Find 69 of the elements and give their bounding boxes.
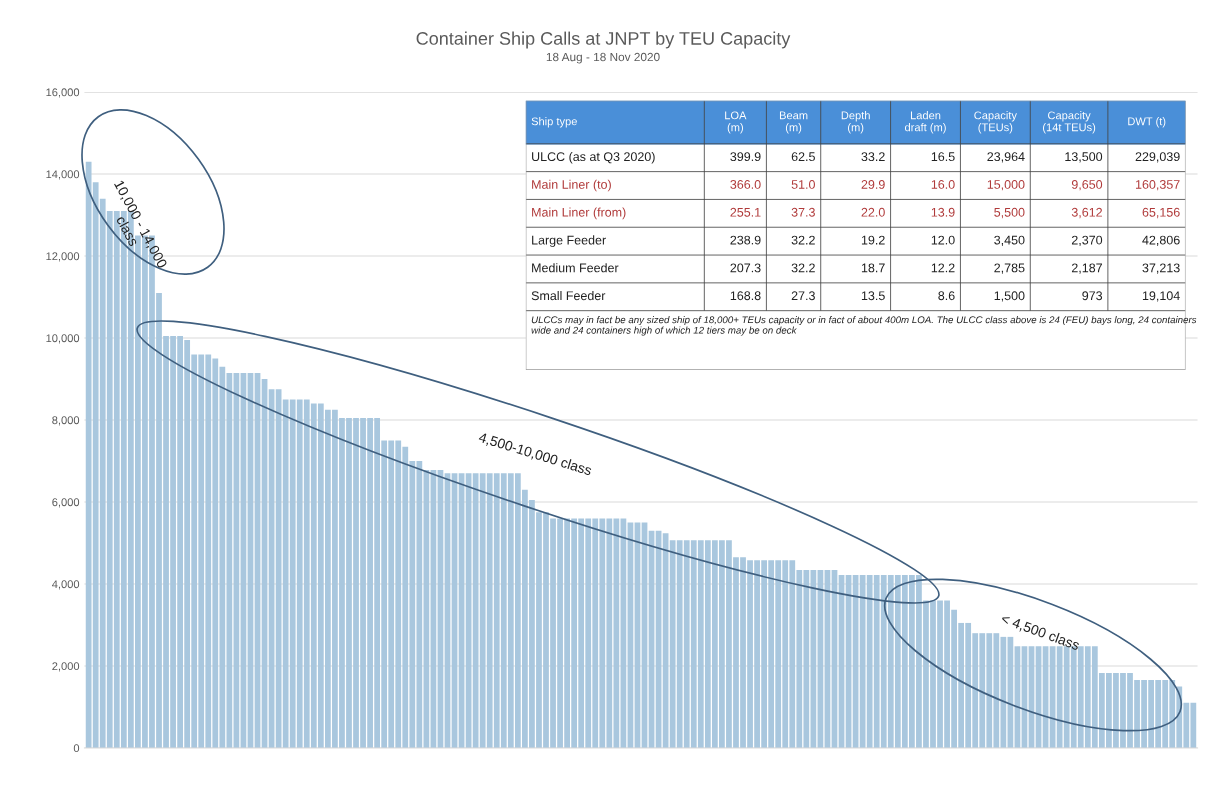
text: 5,500 bbox=[994, 207, 1025, 219]
category-label: DWT (t) bbox=[1128, 117, 1166, 128]
text: Medium Feeder bbox=[532, 263, 619, 273]
text: 33.2 bbox=[861, 152, 885, 162]
text: 22.0 bbox=[861, 207, 885, 217]
chart-subtitle: 18 Aug - 18 Nov 2020 bbox=[546, 52, 660, 64]
text: 255.1 bbox=[730, 207, 761, 217]
text: 168.8 bbox=[730, 291, 761, 301]
text: ULCC (as at Q3 2020) bbox=[532, 151, 655, 164]
text: 23,964 bbox=[987, 152, 1025, 163]
text: 3,612 bbox=[1071, 207, 1102, 219]
text: 19.2 bbox=[861, 235, 885, 245]
category-label: Depth (m) bbox=[841, 111, 870, 134]
text: 37,213 bbox=[1142, 263, 1180, 274]
y-tick-label: 14,000 bbox=[46, 170, 80, 180]
text: 13,500 bbox=[1065, 152, 1103, 163]
text: Large Feeder bbox=[532, 235, 606, 247]
y-tick-label: 12,000 bbox=[46, 252, 80, 262]
y-tick-label: 6,000 bbox=[52, 498, 80, 508]
text: 12.0 bbox=[931, 235, 955, 245]
category-label: Laden draft (m) bbox=[904, 111, 946, 134]
text: 42,806 bbox=[1142, 235, 1180, 246]
y-tick-label: 4,000 bbox=[52, 580, 80, 590]
text: Small Feeder bbox=[531, 290, 606, 301]
text: 18.7 bbox=[861, 263, 885, 273]
text: 399.9 bbox=[730, 152, 761, 162]
text: 13.5 bbox=[861, 291, 885, 301]
category-label: LOA (m) bbox=[725, 111, 747, 134]
text: 2,187 bbox=[1071, 263, 1102, 274]
text: 65,156 bbox=[1142, 207, 1180, 219]
annotation: ULCCs may in fact be any sized ship of 18,000+ TEUs capacity or in fact of about 400m LOA. The ULCC class above is 24 (FEU) bays long, 24 containers wide and 24 containers high of which 12 tiers may be on deck bbox=[531, 316, 1197, 336]
text: Main Liner (to) bbox=[532, 179, 611, 192]
text: 2,785 bbox=[994, 263, 1025, 274]
text: 1,500 bbox=[994, 291, 1025, 302]
text: Main Liner (from) bbox=[532, 207, 626, 220]
y-tick-label: 8,000 bbox=[52, 416, 80, 426]
text: 16.5 bbox=[931, 152, 955, 162]
text: 8.6 bbox=[938, 291, 955, 301]
y-tick-label: 10,000 bbox=[46, 334, 80, 344]
category-label: Capacity (14t TEUs) bbox=[1043, 111, 1096, 134]
text: 9,650 bbox=[1071, 180, 1103, 191]
text: 13.9 bbox=[931, 207, 955, 217]
chart-title: Container Ship Calls at JNPT by TEU Capacity bbox=[416, 31, 791, 49]
text: 37.3 bbox=[791, 207, 815, 217]
text: 32.2 bbox=[791, 235, 815, 245]
text: 207.3 bbox=[730, 263, 761, 273]
text: 160,357 bbox=[1135, 180, 1180, 191]
text: 15,000 bbox=[987, 180, 1025, 191]
text: 973 bbox=[1082, 291, 1103, 301]
category-label: Beam (m) bbox=[779, 111, 808, 134]
text: 29.9 bbox=[861, 180, 885, 189]
annotation: < 4,500 class bbox=[1000, 613, 1081, 652]
y-tick-label: 16,000 bbox=[46, 88, 80, 98]
text: 32.2 bbox=[791, 263, 815, 273]
text: 12.2 bbox=[931, 263, 955, 273]
text: 366.0 bbox=[730, 180, 761, 189]
y-tick-label: 0 bbox=[73, 744, 80, 753]
text: 229,039 bbox=[1135, 152, 1180, 163]
text: 62.5 bbox=[791, 152, 815, 162]
text: 16.0 bbox=[931, 180, 955, 189]
text: 51.0 bbox=[791, 180, 815, 189]
y-tick-label: 2,000 bbox=[52, 662, 80, 672]
text: 27.3 bbox=[791, 291, 815, 301]
text: 238.9 bbox=[730, 235, 761, 245]
text: 19,104 bbox=[1142, 291, 1180, 302]
text: 3,450 bbox=[994, 235, 1025, 246]
category-label: Ship type bbox=[531, 117, 577, 128]
category-label: Capacity (TEUs) bbox=[974, 111, 1017, 134]
text: 2,370 bbox=[1071, 235, 1103, 246]
